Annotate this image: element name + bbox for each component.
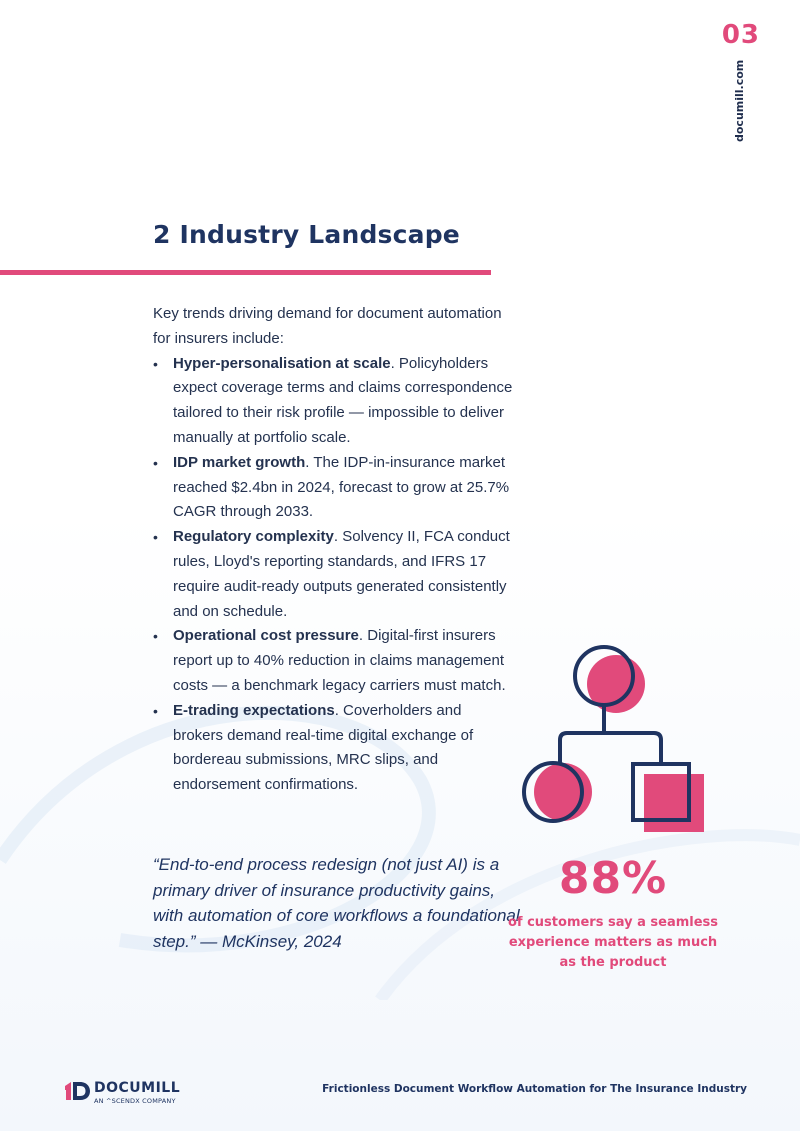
- bullet-icon: •: [153, 628, 158, 645]
- site-url: documill.com: [733, 59, 746, 142]
- bullet-icon: •: [153, 454, 158, 471]
- bullet-heading: E-trading expectations: [173, 701, 335, 719]
- bullet-heading: Operational cost pressure: [173, 627, 359, 645]
- bullet-icon: •: [153, 702, 158, 719]
- logo-wordmark: DOCUMILL: [94, 1080, 181, 1096]
- page-number: 03: [721, 20, 760, 50]
- intro-paragraph: Key trends driving demand for document a…: [153, 305, 502, 347]
- pull-quote: “End-to-end process redesign (not just A…: [153, 855, 520, 951]
- section-title: 2 Industry Landscape: [153, 220, 460, 249]
- list-item: • E-trading expectations. Coverholders a…: [153, 699, 513, 798]
- body-text: Key trends driving demand for document a…: [153, 302, 513, 798]
- list-item: • Operational cost pressure. Digital-fir…: [153, 624, 513, 698]
- stat-caption: of customers say a seamless experience m…: [507, 915, 719, 970]
- logo-subtitle: AN ^SCENDX COMPANY: [94, 1097, 176, 1105]
- bullet-heading: Regulatory complexity: [173, 528, 334, 546]
- documill-logo-icon: [65, 1082, 90, 1100]
- title-rule: [0, 270, 491, 275]
- bullet-text: . Policyholders expect coverage terms an…: [173, 354, 513, 446]
- bullet-text: . Digital-first insurers report up to 40…: [173, 627, 506, 694]
- background-swoosh: [0, 705, 800, 1000]
- bullet-icon: •: [153, 355, 158, 372]
- bullet-text: . Solvency II, FCA conduct rules, Lloyd'…: [173, 528, 510, 620]
- bullet-heading: IDP market growth: [173, 453, 306, 471]
- documill-logo: DOCUMILL AN ^SCENDX COMPANY: [63, 1079, 193, 1107]
- org-hierarchy-icon: [522, 645, 704, 832]
- stat-value: 88%: [558, 853, 668, 904]
- bullet-text: . The IDP-in-insurance market reached $2…: [173, 453, 510, 521]
- trend-list: • Hyper-personalisation at scale. Policy…: [153, 352, 513, 798]
- list-item: • Regulatory complexity. Solvency II, FC…: [153, 525, 513, 624]
- bullet-icon: •: [153, 529, 158, 546]
- list-item: • Hyper-personalisation at scale. Policy…: [153, 352, 513, 451]
- bullet-heading: Hyper-personalisation at scale: [173, 354, 391, 372]
- bullet-text: . Coverholders and brokers demand real-t…: [173, 701, 474, 794]
- footer-document-title: Frictionless Document Workflow Automatio…: [322, 1083, 747, 1095]
- list-item: • IDP market growth. The IDP-in-insuranc…: [153, 451, 513, 525]
